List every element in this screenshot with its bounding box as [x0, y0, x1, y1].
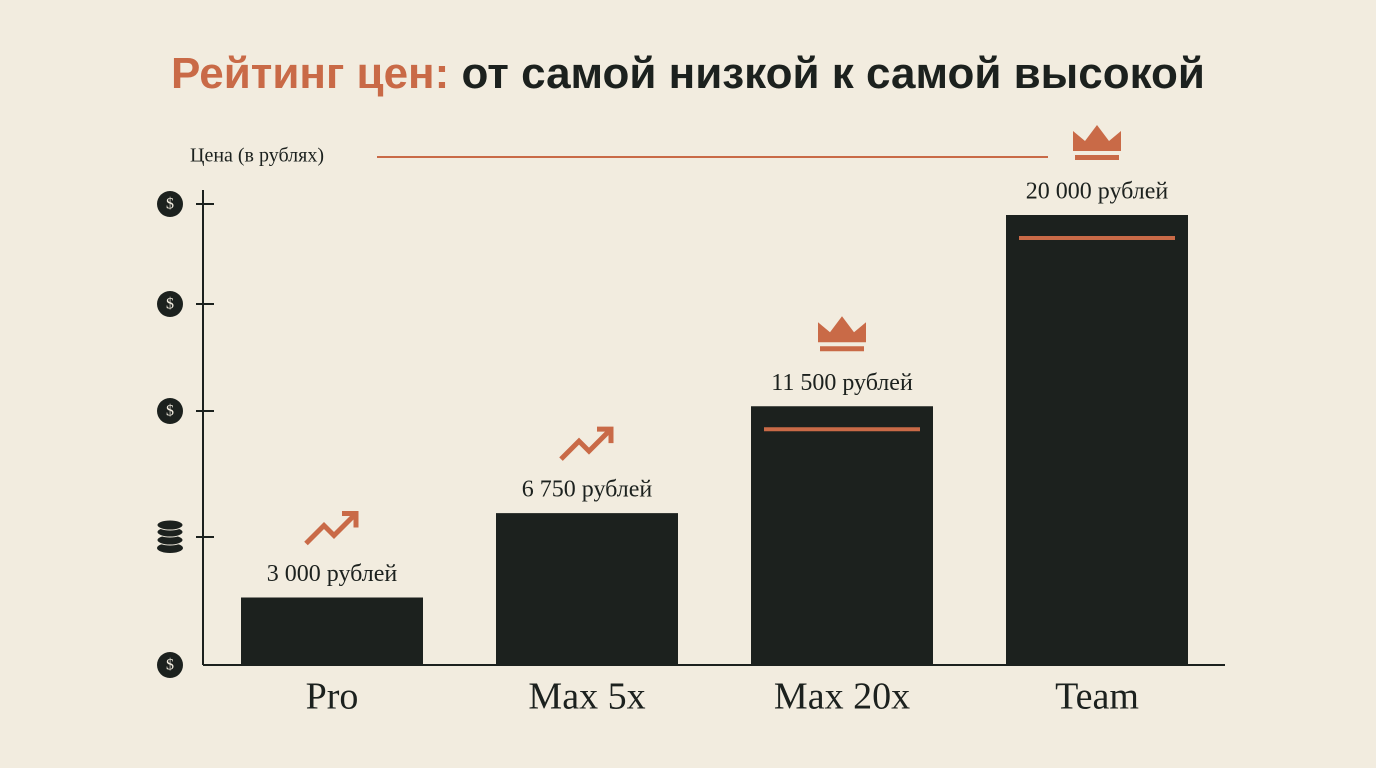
svg-text:$: $	[166, 403, 174, 420]
crown-icon	[818, 316, 866, 343]
bar	[496, 513, 678, 665]
value-label: 3 000 рублей	[267, 561, 398, 587]
svg-text:$: $	[166, 196, 174, 213]
crown-icon	[1073, 125, 1121, 151]
trend-arrow-icon	[559, 426, 614, 461]
x-tick-label: Pro	[306, 676, 359, 718]
trend-arrow-icon	[304, 511, 359, 546]
coin-icons: $ $ $ $	[156, 191, 184, 678]
crown-base	[1075, 155, 1119, 160]
bar	[241, 597, 423, 665]
crown-base	[820, 346, 864, 352]
y-axis-label: Цена (в рублях)	[190, 145, 324, 167]
bar	[1006, 215, 1188, 665]
bar	[751, 406, 933, 665]
x-tick-label: Team	[1055, 676, 1139, 718]
x-tick-label: Max 5x	[528, 676, 645, 718]
x-tick-label: Max 20x	[774, 676, 910, 718]
value-label: 20 000 рублей	[1026, 179, 1169, 205]
chart-title: Рейтинг цен: от самой низкой к самой выс…	[171, 49, 1205, 98]
title-main: от самой низкой к самой высокой	[462, 49, 1205, 98]
title-accent: Рейтинг цен:	[171, 49, 449, 98]
svg-text:$: $	[166, 296, 174, 313]
value-label: 11 500 рублей	[771, 370, 913, 396]
value-label: 6 750 рублей	[522, 477, 653, 503]
svg-text:$: $	[166, 657, 174, 674]
